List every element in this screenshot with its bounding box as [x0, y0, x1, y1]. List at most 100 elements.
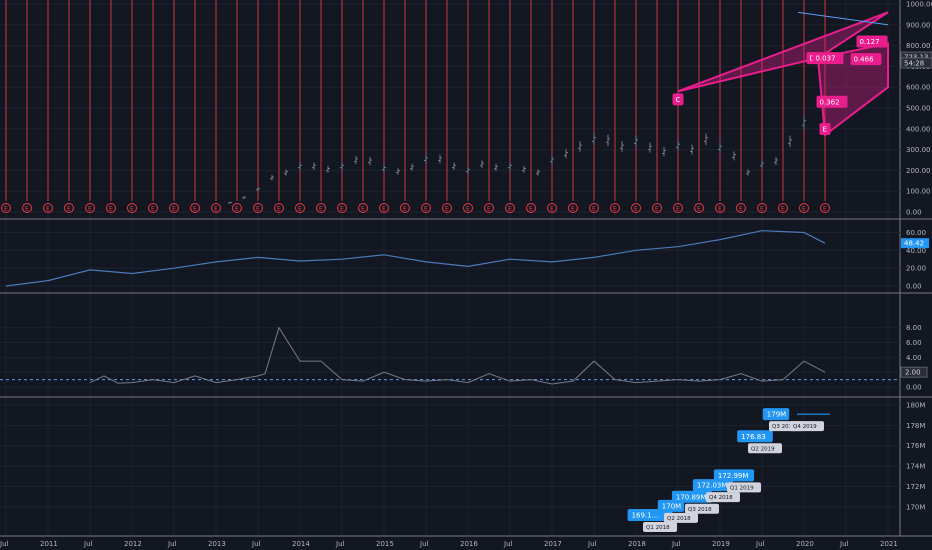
earnings-marker	[778, 203, 788, 213]
trend-line	[797, 11, 889, 26]
time-axis-label: Jul	[419, 540, 429, 548]
pattern-ratio-box	[812, 52, 844, 65]
earnings-marker	[652, 203, 662, 213]
indicator-series-line	[5, 230, 826, 287]
last-price-secondary-label: 54:28	[904, 59, 924, 67]
pattern-point-e-text: E	[823, 126, 827, 134]
earnings-marker	[526, 203, 536, 213]
shares-value-box	[692, 479, 734, 492]
earnings-marker	[379, 203, 389, 213]
pattern-ratio-box	[850, 53, 882, 66]
shares-axis-tick-label: 170M	[906, 503, 925, 511]
earnings-marker-label: E	[634, 206, 638, 213]
earnings-marker-label: E	[592, 206, 596, 213]
pattern-ratio-text: 0.466	[854, 56, 875, 64]
earnings-marker	[253, 203, 263, 213]
earnings-marker	[85, 203, 95, 213]
pattern-point-e-box	[819, 123, 831, 136]
earnings-marker	[22, 203, 32, 213]
price-axis-tick-label: 400.00	[906, 125, 931, 133]
time-axis-label: 2017	[544, 540, 562, 548]
earnings-marker	[757, 203, 767, 213]
time-axis-label: 2021	[880, 540, 898, 548]
time-axis-label: 2011	[40, 540, 58, 548]
earnings-marker	[106, 203, 116, 213]
pattern-ratio-box	[856, 35, 888, 48]
pattern-point-d-text: D	[810, 55, 815, 63]
earnings-marker	[148, 203, 158, 213]
ratio-axis-tick-label: 6.00	[906, 339, 922, 347]
earnings-marker	[715, 203, 725, 213]
shares-value-box	[713, 469, 755, 482]
earnings-marker-label: E	[361, 206, 365, 213]
earnings-marker-label: E	[718, 206, 722, 213]
time-axis-label: 2013	[208, 540, 226, 548]
earnings-marker	[736, 203, 746, 213]
indicator-last-value-box	[901, 238, 929, 249]
ratio-last-value-label: 2.00	[905, 369, 921, 377]
earnings-marker	[211, 203, 221, 213]
earnings-marker-label: E	[424, 206, 428, 213]
price-axis-tick-label: 100.00	[906, 188, 931, 196]
earnings-marker-label: E	[340, 206, 344, 213]
time-axis-label: Jul	[587, 540, 597, 548]
shares-value-box	[671, 490, 713, 503]
shares-value-label: 172.03M	[697, 482, 728, 490]
shares-quarter-box	[727, 482, 761, 493]
earnings-marker-label: E	[109, 206, 113, 213]
time-axis-label: Jul	[503, 540, 513, 548]
earnings-marker-label: E	[256, 206, 260, 213]
earnings-marker	[442, 203, 452, 213]
earnings-marker	[358, 203, 368, 213]
indicator-axis-tick-label: 20.00	[906, 265, 926, 273]
shares-quarter-label: Q1 2018	[646, 525, 670, 531]
earnings-marker-label: E	[88, 206, 92, 213]
shares-value-label: 179M	[767, 411, 786, 419]
pattern-ratio-text: 0.362	[820, 98, 840, 106]
earnings-marker-label: E	[214, 206, 218, 213]
earnings-marker	[610, 203, 620, 213]
earnings-marker	[169, 203, 179, 213]
earnings-marker	[127, 203, 137, 213]
earnings-marker	[505, 203, 515, 213]
shares-quarter-label: Q3 2019	[772, 424, 796, 430]
earnings-marker-label: E	[445, 206, 449, 213]
shares-value-label: 172.99M	[718, 472, 749, 480]
earnings-marker	[799, 203, 809, 213]
earnings-marker	[589, 203, 599, 213]
price-axis-tick-label: 900.00	[906, 21, 931, 29]
pattern-ratio-text: 0.127	[860, 38, 880, 46]
earnings-marker-label: E	[760, 206, 764, 213]
indicator-last-value-label: 48.42	[904, 240, 924, 248]
shares-quarter-box	[685, 503, 719, 514]
earnings-marker-label: E	[46, 206, 50, 213]
earnings-marker	[568, 203, 578, 213]
price-axis-tick-label: 1000.00	[906, 1, 932, 9]
earnings-marker	[316, 203, 326, 213]
earnings-marker-label: E	[67, 206, 71, 213]
price-axis-tick-label: 600.00	[906, 84, 931, 92]
earnings-marker-label: E	[172, 206, 176, 213]
earnings-marker-label: E	[529, 206, 533, 213]
shares-axis-tick-label: 180M	[906, 402, 925, 410]
pattern-ratio-text: 0.037	[816, 55, 836, 63]
time-axis-label: Jul	[0, 540, 9, 548]
earnings-marker-label: E	[697, 206, 701, 213]
earnings-marker	[421, 203, 431, 213]
shares-value-box	[627, 508, 673, 521]
earnings-marker-label: E	[571, 206, 575, 213]
earnings-marker	[547, 203, 557, 213]
earnings-marker-label: E	[4, 206, 8, 213]
pattern-point-c-box	[672, 93, 684, 106]
earnings-marker-label: E	[130, 206, 134, 213]
price-axis-tick-label: 500.00	[906, 105, 931, 113]
earnings-marker-label: E	[550, 206, 554, 213]
earnings-marker	[337, 203, 347, 213]
earnings-marker-label: E	[802, 206, 806, 213]
earnings-marker	[400, 203, 410, 213]
price-axis-tick-label: 0.00	[906, 209, 922, 217]
time-axis-label: 2015	[376, 540, 394, 548]
earnings-marker-label: E	[403, 206, 407, 213]
